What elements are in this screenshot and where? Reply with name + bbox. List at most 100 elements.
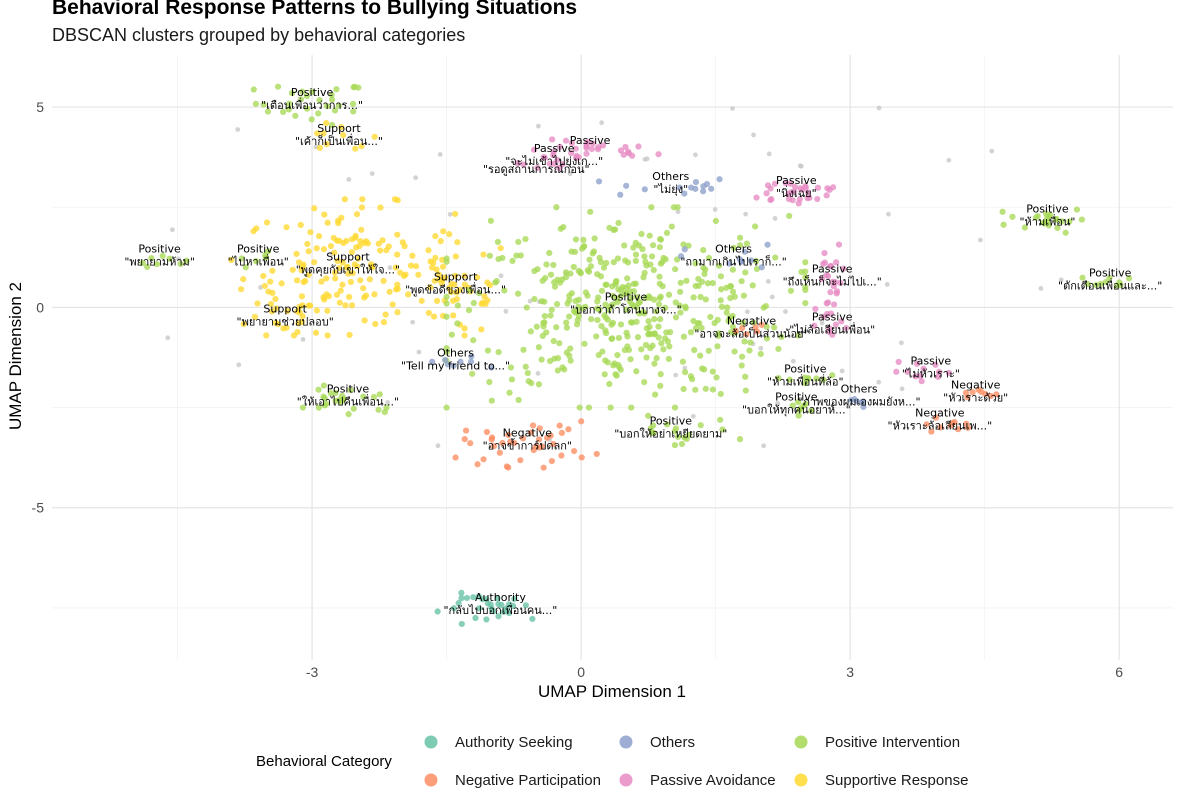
data-point	[823, 300, 830, 307]
data-point	[304, 240, 311, 248]
data-point	[655, 301, 663, 308]
cluster-label-category: Positive	[138, 242, 181, 255]
data-point	[286, 100, 293, 107]
cluster-label-example: "กลับไปบอกเพื่อนคน..."	[444, 602, 558, 617]
noise-point	[346, 177, 352, 182]
data-point	[329, 96, 336, 103]
data-point	[394, 251, 401, 258]
data-point	[554, 367, 561, 374]
data-point	[738, 362, 745, 369]
data-point	[622, 257, 629, 264]
cluster-label-example: "เค้าก็เป็นเพื่อน..."	[295, 133, 383, 148]
data-point	[497, 244, 504, 252]
data-point	[795, 332, 802, 339]
data-point	[657, 382, 664, 389]
data-point	[263, 219, 271, 226]
data-point	[613, 372, 620, 379]
data-point	[296, 303, 303, 310]
data-point	[738, 278, 745, 285]
data-point	[425, 247, 432, 254]
data-point	[312, 329, 320, 336]
data-point	[674, 204, 681, 211]
data-point	[717, 390, 724, 398]
data-point	[294, 329, 301, 336]
data-point	[826, 186, 833, 193]
data-point	[859, 398, 867, 405]
data-point	[736, 242, 744, 249]
data-point	[717, 416, 724, 423]
data-point	[1058, 218, 1065, 225]
data-point	[493, 277, 500, 285]
data-point	[615, 361, 622, 369]
data-point	[698, 278, 706, 285]
data-point	[481, 293, 488, 300]
data-point	[747, 339, 754, 346]
data-point	[348, 302, 356, 309]
data-point	[269, 267, 276, 274]
data-point	[633, 318, 640, 325]
data-point	[448, 280, 455, 288]
data-point	[633, 304, 640, 311]
data-point	[826, 325, 833, 332]
data-point	[547, 312, 554, 319]
data-point	[454, 302, 461, 309]
data-point	[609, 283, 616, 290]
data-point	[381, 409, 388, 416]
data-point	[581, 340, 588, 347]
data-point	[550, 261, 557, 269]
data-point	[274, 83, 282, 90]
data-points	[139, 83, 1133, 628]
data-point	[754, 328, 761, 335]
data-point	[522, 363, 529, 370]
data-point	[474, 461, 481, 468]
data-point	[702, 266, 709, 273]
data-point	[323, 400, 330, 407]
data-point	[333, 291, 341, 298]
data-point	[298, 267, 305, 274]
data-point	[327, 390, 334, 397]
data-point	[638, 230, 645, 238]
data-point	[372, 320, 379, 328]
data-point	[594, 305, 601, 312]
data-point	[465, 307, 473, 314]
data-point	[676, 184, 683, 191]
data-point	[517, 457, 524, 464]
data-point	[662, 304, 669, 311]
data-point	[1079, 274, 1086, 281]
data-point	[583, 143, 590, 150]
data-point	[548, 306, 555, 313]
data-point	[746, 347, 753, 354]
data-point	[392, 264, 399, 271]
data-point	[429, 358, 436, 365]
legend: Behavioral Category Authority Seeking Oth…	[256, 734, 968, 789]
data-point	[443, 404, 450, 411]
data-point	[305, 248, 312, 255]
cluster-label-category: Passive	[812, 262, 853, 275]
data-point	[453, 296, 461, 303]
data-point	[830, 301, 838, 308]
legend-label: Negative Participation	[455, 772, 601, 789]
data-point	[490, 443, 498, 450]
data-point	[1047, 212, 1054, 219]
data-point	[762, 302, 769, 310]
data-point	[324, 307, 331, 314]
data-point	[753, 265, 761, 273]
data-point	[758, 264, 765, 271]
data-point	[719, 426, 726, 433]
data-point	[238, 286, 245, 293]
data-point	[553, 301, 561, 308]
data-point	[843, 324, 850, 332]
data-point	[346, 293, 353, 301]
data-point	[260, 272, 267, 280]
data-point	[558, 429, 565, 437]
data-point	[305, 302, 312, 309]
data-point	[556, 340, 563, 347]
data-point	[527, 328, 534, 335]
data-point	[370, 393, 378, 401]
noise-point	[599, 120, 605, 126]
data-point	[935, 368, 943, 376]
data-point	[610, 259, 617, 266]
data-point	[556, 164, 563, 172]
x-tick-label: 6	[1115, 664, 1123, 680]
data-point	[335, 220, 342, 227]
